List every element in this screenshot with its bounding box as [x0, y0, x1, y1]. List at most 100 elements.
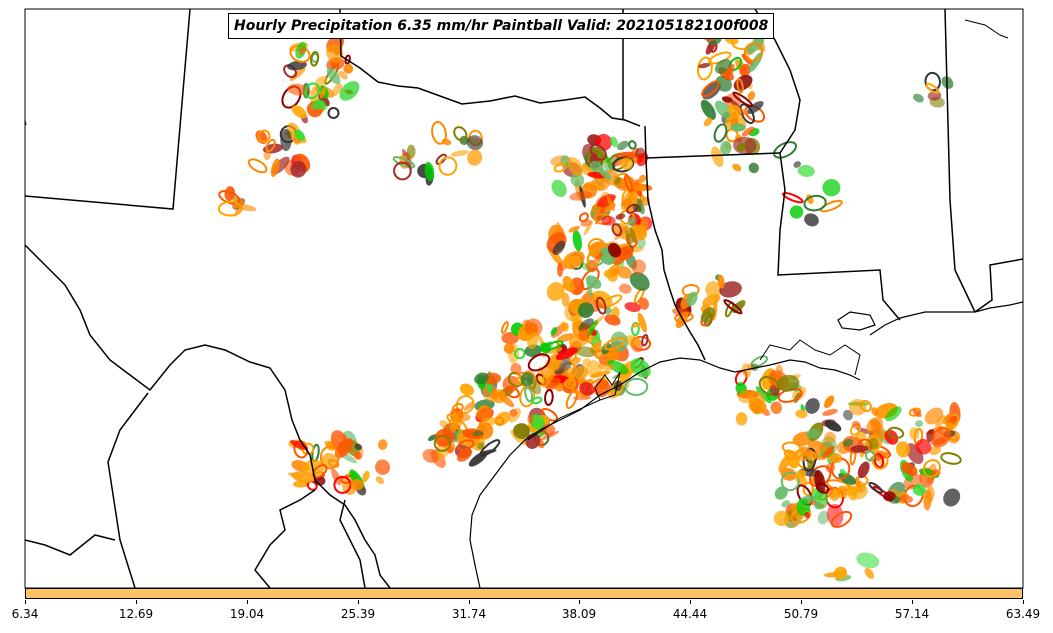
precip-blob [590, 370, 611, 378]
precip-blob [780, 467, 797, 481]
state-border-nm [25, 9, 191, 210]
precip-blob [855, 476, 862, 489]
precip-blob [524, 318, 543, 337]
plot-frame [24, 8, 1024, 589]
precip-blob [899, 494, 913, 504]
precip-blob [612, 156, 635, 173]
precip-blob [618, 283, 632, 294]
precip-blob [586, 319, 598, 337]
precip-blob [839, 468, 847, 476]
precip-blob [456, 448, 473, 462]
precip-blob [864, 450, 876, 462]
precip-blob [624, 174, 634, 193]
precip-blob [925, 82, 940, 94]
precip-blob [627, 216, 637, 227]
colorbar-tick [579, 600, 580, 604]
colorbar-tick-label: 63.49 [1005, 607, 1041, 621]
precip-blob [630, 358, 651, 378]
precip-blob [463, 401, 475, 411]
precip-blob [804, 512, 810, 519]
precip-blob [304, 82, 321, 100]
precip-blob [624, 302, 641, 313]
precip-blob [796, 499, 811, 516]
precip-blob [331, 83, 343, 97]
precip-blob [451, 402, 464, 414]
precip-blob [715, 75, 732, 92]
precip-blob [610, 331, 629, 352]
precip-blob [802, 481, 814, 497]
colorbar-tick [247, 600, 248, 604]
precip-blob [299, 47, 306, 55]
precipitation-paintballs [217, 23, 962, 582]
precip-blob [597, 167, 612, 181]
precip-blob [732, 91, 753, 108]
precip-blob [527, 414, 534, 424]
precip-blob [334, 438, 354, 459]
precip-blob [224, 186, 236, 201]
colorbar-tick [25, 600, 26, 604]
precip-blob [575, 346, 597, 358]
precip-blob [727, 104, 742, 118]
precip-blob [323, 440, 341, 449]
precip-blob [582, 358, 592, 367]
precip-blob [326, 67, 341, 85]
colorbar-tick [801, 600, 802, 604]
precip-blob [711, 146, 724, 168]
precip-blob [719, 281, 742, 298]
precip-blob [447, 445, 454, 454]
precip-blob [805, 398, 820, 414]
precip-blob [315, 99, 328, 110]
precip-blob [637, 312, 647, 333]
precip-blob [569, 191, 593, 201]
precip-blob [830, 510, 853, 528]
mexico-state-line-3 [254, 489, 316, 588]
state-border-ms-al [944, 9, 976, 313]
precip-blob [621, 198, 632, 207]
precip-blob [873, 452, 885, 469]
precip-blob [824, 431, 836, 444]
precip-blob [842, 438, 854, 447]
precip-blob [438, 156, 458, 176]
precip-blob [570, 356, 581, 366]
precip-blob [604, 314, 621, 326]
precip-blob [822, 446, 835, 458]
precip-blob [833, 566, 848, 580]
precip-blob [551, 179, 567, 197]
precip-blob [439, 420, 452, 432]
precip-blob [291, 105, 307, 119]
precip-blob [594, 252, 603, 262]
precip-blob [375, 476, 385, 485]
precip-blob [781, 441, 802, 454]
precip-blob [496, 391, 515, 408]
precip-blob [586, 280, 593, 298]
colorbar-tick [912, 600, 913, 604]
precip-blob [568, 225, 580, 233]
precip-blob [857, 461, 870, 479]
precip-blob [480, 449, 497, 455]
state-border-ar-la [645, 152, 781, 159]
precip-blob [339, 81, 360, 101]
precip-blob [913, 93, 924, 103]
precip-blob [392, 156, 416, 169]
precip-blob [698, 62, 711, 69]
precip-blob [871, 407, 879, 416]
precip-blob [723, 64, 735, 81]
precip-blob [354, 443, 363, 451]
precip-blob [233, 203, 257, 212]
precip-blob [736, 78, 744, 94]
precip-blob [434, 428, 454, 447]
precip-blob [783, 449, 796, 461]
precip-blob [703, 117, 713, 127]
precip-blob [629, 227, 637, 244]
precip-blob [883, 491, 896, 502]
precip-blob [909, 427, 920, 440]
mexico-state-line-2 [25, 534, 116, 556]
precip-blob [632, 204, 642, 213]
precip-blob [922, 459, 941, 478]
precip-blob [747, 91, 756, 101]
precip-blob [824, 420, 842, 432]
precip-blob [717, 274, 725, 289]
precip-blob [540, 368, 555, 388]
